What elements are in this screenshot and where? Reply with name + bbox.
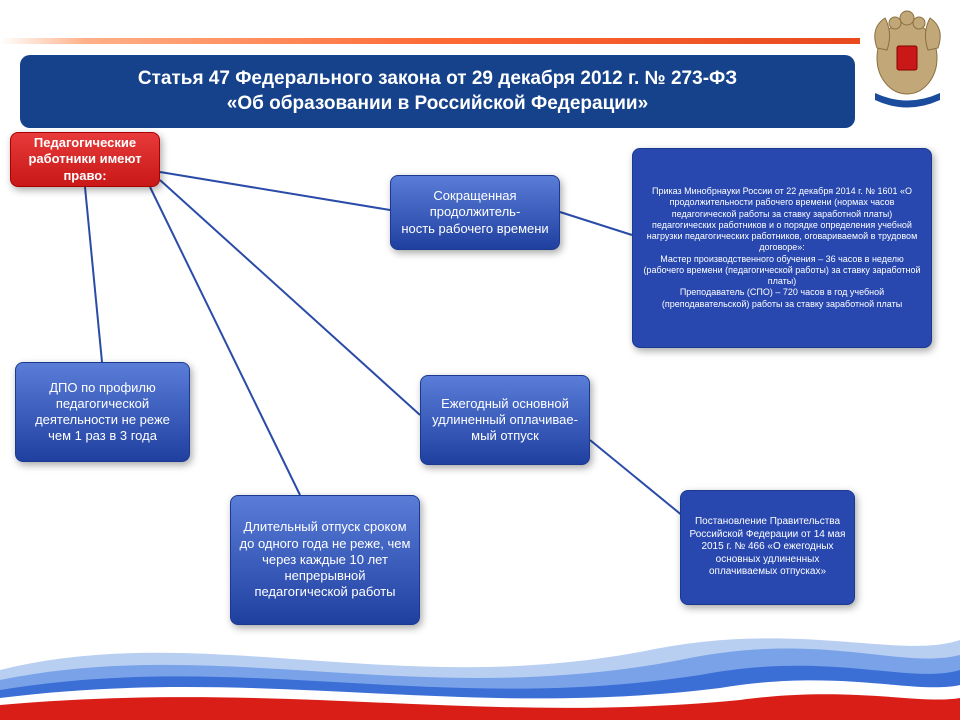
- diagram-node-n_dpo: ДПО по профилю педагогической деятельнос…: [15, 362, 190, 462]
- diagram-node-text: ДПО по профилю педагогической деятельнос…: [24, 380, 181, 445]
- diagram-node-text: Приказ Минобрнауки России от 22 декабря …: [641, 186, 923, 310]
- diagram-edge: [560, 212, 632, 235]
- slide: Статья 47 Федерального закона от 29 дека…: [0, 0, 960, 720]
- diagram-node-n_hours: Сокращенная продолжитель- ность рабочего…: [390, 175, 560, 250]
- diagram-edge: [85, 187, 102, 362]
- diagram-node-text: Постановление Правительства Российской Ф…: [689, 516, 846, 579]
- diagram-node-text: Ежегодный основной удлиненный оплачивае-…: [429, 396, 581, 445]
- diagram-edge: [160, 172, 390, 210]
- emblem-icon: [865, 8, 950, 108]
- title-line2: «Об образовании в Российской Федерации»: [227, 93, 648, 114]
- diagram-node-text: Педагогические работники имеют право:: [19, 135, 151, 184]
- bottom-waves: [0, 600, 960, 720]
- diagram-node-root: Педагогические работники имеют право:: [10, 132, 160, 187]
- diagram-node-n_long: Длительный отпуск сроком до одного года …: [230, 495, 420, 625]
- diagram-node-n_decree: Постановление Правительства Российской Ф…: [680, 490, 855, 605]
- diagram-node-n_hours_detail: Приказ Минобрнауки России от 22 декабря …: [632, 148, 932, 348]
- top-accent-stripe: [0, 38, 860, 44]
- title-line1: Статья 47 Федерального закона от 29 дека…: [138, 68, 737, 89]
- diagram-node-text: Длительный отпуск сроком до одного года …: [239, 519, 411, 600]
- diagram-edge: [160, 180, 420, 415]
- title-bar: Статья 47 Федерального закона от 29 дека…: [20, 55, 855, 128]
- diagram-node-text: Сокращенная продолжитель- ность рабочего…: [399, 188, 551, 237]
- page-number: 12: [842, 664, 860, 682]
- diagram-node-n_vacation: Ежегодный основной удлиненный оплачивае-…: [420, 375, 590, 465]
